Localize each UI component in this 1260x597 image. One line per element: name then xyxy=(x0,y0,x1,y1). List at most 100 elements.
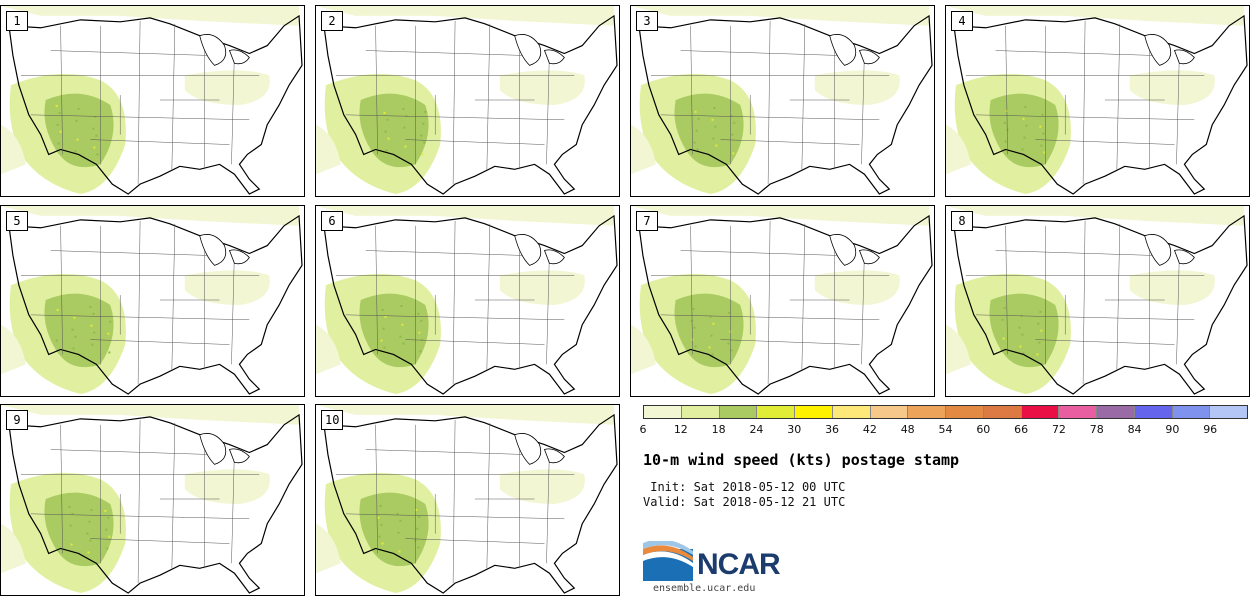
colorbar-segment xyxy=(908,406,946,418)
colorbar-tick-label: 24 xyxy=(749,423,764,436)
wind-speck xyxy=(417,312,420,315)
wind-speck xyxy=(397,531,400,534)
wind-speck xyxy=(422,122,425,125)
state-border xyxy=(375,225,378,355)
colorbar-tick-label: 12 xyxy=(673,423,688,436)
colorbar-tick-label: 84 xyxy=(1127,423,1142,436)
wind-shading-area xyxy=(946,124,971,175)
great-lakes xyxy=(1144,34,1195,66)
wind-speck xyxy=(378,535,381,538)
wind-speck xyxy=(386,118,389,121)
wind-speck xyxy=(418,331,421,334)
state-border xyxy=(660,114,880,121)
wind-speck xyxy=(1037,322,1040,325)
wind-speck xyxy=(1019,345,1022,348)
state-border xyxy=(137,419,141,584)
wind-speck xyxy=(387,137,390,140)
wind-speck xyxy=(1024,105,1027,108)
wind-speck xyxy=(1021,333,1024,336)
wind-speck xyxy=(1003,306,1006,309)
colorbar-tick-label: 72 xyxy=(1051,423,1066,436)
wind-speck xyxy=(91,343,94,346)
state-border xyxy=(90,139,230,145)
state-border xyxy=(345,114,565,121)
wind-speck xyxy=(695,129,698,132)
panel-label: 1 xyxy=(6,11,28,31)
colorbar-segment xyxy=(1021,406,1060,418)
wind-speck xyxy=(377,516,380,519)
wind-speck xyxy=(55,339,58,342)
wind-speck xyxy=(86,532,89,535)
state-border xyxy=(1116,223,1121,370)
wind-speck xyxy=(402,342,405,345)
wind-shading-area xyxy=(184,270,270,305)
us-map-icon xyxy=(631,206,933,395)
state-border xyxy=(660,314,880,321)
wind-speck xyxy=(696,148,699,151)
wind-speck xyxy=(56,308,59,311)
wind-speck xyxy=(399,335,402,338)
great-lakes xyxy=(829,34,880,66)
wind-speck xyxy=(1040,144,1043,147)
wind-speck xyxy=(1025,124,1028,127)
panel-label: 7 xyxy=(636,211,658,231)
state-border xyxy=(680,50,840,56)
wind-shading-area xyxy=(499,270,585,305)
state-border xyxy=(546,449,550,564)
panel-label: 6 xyxy=(321,211,343,231)
colorbar-segment xyxy=(870,406,909,418)
wind-speck xyxy=(1042,132,1045,135)
colorbar-segment xyxy=(1097,406,1135,418)
state-border xyxy=(546,250,550,365)
wind-speck xyxy=(68,505,71,508)
wind-speck xyxy=(400,304,403,307)
state-border xyxy=(452,220,456,385)
wind-speck xyxy=(106,547,109,550)
wind-speck xyxy=(384,315,387,318)
wind-speck xyxy=(1001,318,1004,321)
wind-speck xyxy=(92,127,95,130)
valid-time: Valid: Sat 2018-05-12 21 UTC xyxy=(643,495,846,509)
state-border xyxy=(1082,20,1086,185)
map-panel-5: 5 xyxy=(0,205,305,397)
state-border xyxy=(801,23,806,170)
wind-speck xyxy=(1005,109,1008,112)
wind-speck xyxy=(92,312,95,315)
wind-speck xyxy=(108,535,111,538)
init-time: Init: Sat 2018-05-12 00 UTC xyxy=(643,480,846,494)
colorbar-tick-label: 42 xyxy=(862,423,877,436)
wind-speck xyxy=(420,319,423,322)
state-border xyxy=(720,139,860,145)
state-border xyxy=(345,513,565,520)
wind-speck xyxy=(77,107,80,110)
state-border xyxy=(365,50,525,56)
wind-shading-area xyxy=(184,469,270,504)
state-border xyxy=(30,314,250,321)
wind-shading-area xyxy=(814,270,900,305)
wind-speck xyxy=(708,346,711,349)
wind-speck xyxy=(1006,128,1009,131)
wind-speck xyxy=(1038,341,1041,344)
wind-speck xyxy=(94,115,97,118)
great-lakes xyxy=(514,433,565,465)
wind-speck xyxy=(694,110,697,113)
wind-speck xyxy=(107,516,110,519)
wind-shading-area xyxy=(316,324,341,375)
wind-speck xyxy=(421,338,424,341)
wind-speck xyxy=(57,142,60,145)
state-border xyxy=(1035,339,1175,345)
state-border xyxy=(60,25,63,155)
wind-speck xyxy=(1039,310,1042,313)
map-panel-4: 4 xyxy=(945,5,1250,197)
wind-speck xyxy=(731,133,734,136)
state-border xyxy=(365,449,525,455)
wind-shading-area xyxy=(1129,70,1215,105)
state-border xyxy=(231,449,235,564)
state-border xyxy=(50,449,210,455)
map-panel-1: 1 xyxy=(0,5,305,197)
panel-label: 8 xyxy=(951,211,973,231)
state-border xyxy=(995,250,1155,256)
wind-speck xyxy=(380,339,383,342)
site-url: ensemble.ucar.edu xyxy=(653,583,756,594)
wind-speck xyxy=(711,118,714,121)
